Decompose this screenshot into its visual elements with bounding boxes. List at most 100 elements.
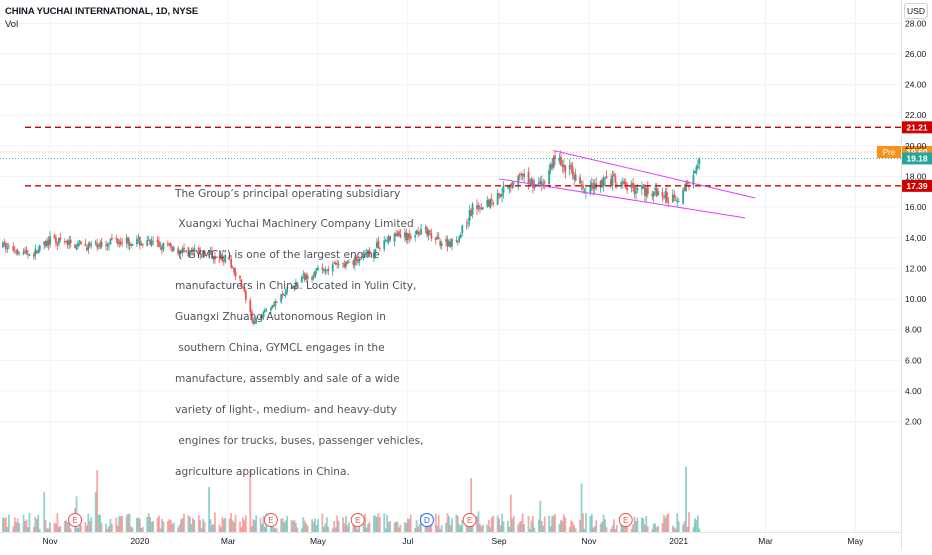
candlestick	[38, 244, 41, 254]
volume-bar	[623, 522, 626, 532]
candlestick	[262, 310, 265, 320]
candlestick	[15, 248, 18, 256]
event-marker-label[interactable]: E	[268, 516, 273, 525]
volume-bar	[562, 514, 565, 532]
volume-bar	[582, 513, 584, 532]
candlestick	[281, 290, 284, 299]
candle-body	[218, 260, 221, 262]
candlestick	[214, 251, 216, 264]
candle-body	[405, 232, 408, 241]
candle-body	[374, 249, 377, 254]
candlestick	[152, 236, 155, 246]
volume-bar	[539, 500, 542, 532]
volume-bar	[440, 525, 443, 532]
candle-body	[446, 239, 449, 247]
candlestick	[280, 293, 283, 305]
candlestick	[168, 242, 171, 247]
candle-body	[501, 193, 503, 196]
volume-bar	[386, 514, 389, 532]
candle-body	[110, 237, 113, 240]
candlestick	[632, 178, 634, 192]
candlestick	[393, 232, 396, 247]
candlestick	[212, 255, 215, 264]
candlestick	[481, 207, 484, 211]
candlestick	[99, 240, 102, 250]
candlestick	[240, 279, 243, 290]
description-line: manufacturers in China. Located in Yulin…	[175, 280, 417, 293]
candle-body	[499, 194, 502, 197]
candle-body	[558, 158, 561, 162]
candlestick	[13, 245, 16, 254]
candlestick	[579, 173, 581, 185]
volume-bar	[166, 521, 169, 532]
volume-bar	[568, 526, 571, 532]
volume-bar	[490, 517, 493, 532]
candle-body	[99, 242, 102, 248]
candle-body	[579, 176, 581, 184]
candlestick	[290, 285, 293, 289]
earnings-marker[interactable]	[462, 513, 477, 527]
candle-body	[346, 261, 349, 265]
candle-body	[292, 286, 294, 289]
candle-body	[212, 256, 215, 260]
candle-body	[49, 236, 51, 245]
candlestick	[455, 236, 458, 244]
candlestick	[408, 229, 411, 243]
candle-body	[530, 179, 533, 186]
volume-bar	[671, 525, 674, 532]
volume-bar	[642, 518, 645, 532]
volume-bar	[315, 525, 318, 532]
candle-body	[403, 232, 406, 237]
earnings-marker[interactable]	[618, 513, 633, 527]
candle-body	[181, 248, 184, 253]
volume-bar	[137, 517, 140, 532]
earnings-marker[interactable]	[68, 513, 83, 527]
candle-body	[119, 241, 122, 245]
level-price-text: 21.21	[906, 122, 928, 132]
candlestick	[295, 278, 297, 291]
candle-body	[43, 241, 46, 245]
earnings-marker[interactable]	[350, 513, 365, 527]
volume-bar	[242, 517, 244, 532]
volume-bar	[667, 513, 670, 532]
event-marker-label[interactable]: E	[467, 516, 472, 525]
event-marker-label[interactable]: E	[623, 516, 628, 525]
volume-bar	[451, 518, 453, 532]
candle-body	[642, 184, 645, 188]
candle-body	[24, 250, 26, 252]
volume-bar	[214, 512, 216, 532]
volume-bar	[415, 520, 418, 532]
candle-body	[356, 260, 359, 262]
event-marker-label[interactable]: E	[72, 516, 77, 525]
volume-bar	[595, 520, 598, 532]
candle-body	[378, 247, 381, 249]
volume-bar	[574, 528, 577, 532]
candlestick	[346, 260, 349, 265]
candlestick	[353, 255, 356, 271]
volume-bar	[218, 524, 221, 532]
dividend-marker[interactable]	[419, 513, 434, 527]
candlestick	[437, 232, 440, 240]
candle-body	[674, 199, 677, 201]
candlestick	[333, 260, 336, 264]
candle-body	[640, 186, 643, 190]
currency-button[interactable]: USD	[904, 3, 928, 19]
candle-body	[521, 173, 524, 176]
volume-bar	[434, 513, 437, 532]
volume-bar	[685, 466, 687, 532]
candle-body	[424, 228, 427, 229]
candlestick	[630, 180, 633, 193]
candlestick	[115, 234, 118, 244]
earnings-marker[interactable]	[263, 513, 278, 527]
event-marker-label[interactable]: D	[424, 516, 430, 525]
candle-body	[654, 187, 657, 190]
event-marker-label[interactable]: E	[355, 516, 360, 525]
volume-bar	[272, 527, 275, 532]
candle-body	[533, 184, 536, 189]
volume-bar	[498, 518, 500, 532]
candle-body	[108, 246, 110, 247]
candlestick	[549, 162, 552, 175]
volume-bar	[261, 523, 263, 532]
